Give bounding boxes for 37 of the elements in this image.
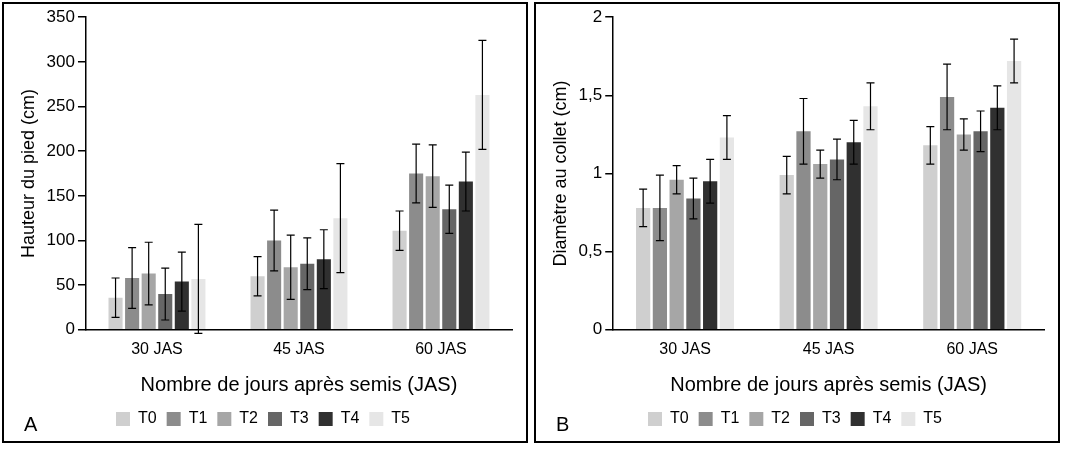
x-axis-title: Nombre de jours après semis (JAS)	[670, 372, 988, 395]
y-tick-label: 350	[46, 6, 75, 26]
y-tick-label: 0,5	[578, 241, 603, 261]
legend-label: T3	[822, 409, 841, 427]
x-tick-label: 30 JAS	[131, 339, 183, 357]
x-tick-label: 45 JAS	[802, 339, 855, 357]
y-axis-title: Hauteur du pied (cm)	[17, 88, 38, 259]
y-tick-label: 300	[46, 51, 75, 71]
legend-label: T2	[771, 409, 791, 427]
y-tick-label: 150	[46, 185, 75, 205]
text: A	[24, 412, 38, 435]
y-tick-label: 250	[46, 96, 75, 116]
legend-label: T4	[872, 409, 892, 427]
legend-label: T1	[188, 409, 208, 427]
legend-label: T5	[923, 409, 943, 427]
y-tick-label: 1,5	[578, 85, 603, 105]
y-tick-label: 0	[592, 319, 603, 339]
y-axis-title: Diamètre au collet (cm)	[549, 80, 570, 267]
y-tick-label: 2	[592, 6, 603, 26]
text: B	[556, 412, 570, 435]
y-tick-label: 50	[56, 274, 75, 294]
legend-label: T4	[340, 409, 360, 427]
legend-label: T0	[669, 409, 689, 427]
legend-label: T1	[720, 409, 740, 427]
y-tick-label: 100	[46, 230, 75, 250]
legend-label: T5	[391, 409, 411, 427]
legend-label: T0	[137, 409, 157, 427]
y-tick-label: 0	[65, 319, 75, 339]
x-axis-title: Nombre de jours après semis (JAS)	[140, 372, 458, 395]
legend-label: T2	[239, 409, 259, 427]
x-tick-label: 60 JAS	[415, 339, 467, 357]
y-tick-label: 200	[46, 140, 75, 160]
x-tick-label: 45 JAS	[273, 339, 325, 357]
x-tick-label: 60 JAS	[946, 339, 998, 357]
x-tick-label: 30 JAS	[659, 339, 711, 357]
y-tick-label: 1	[592, 163, 603, 183]
legend-label: T3	[290, 409, 309, 427]
